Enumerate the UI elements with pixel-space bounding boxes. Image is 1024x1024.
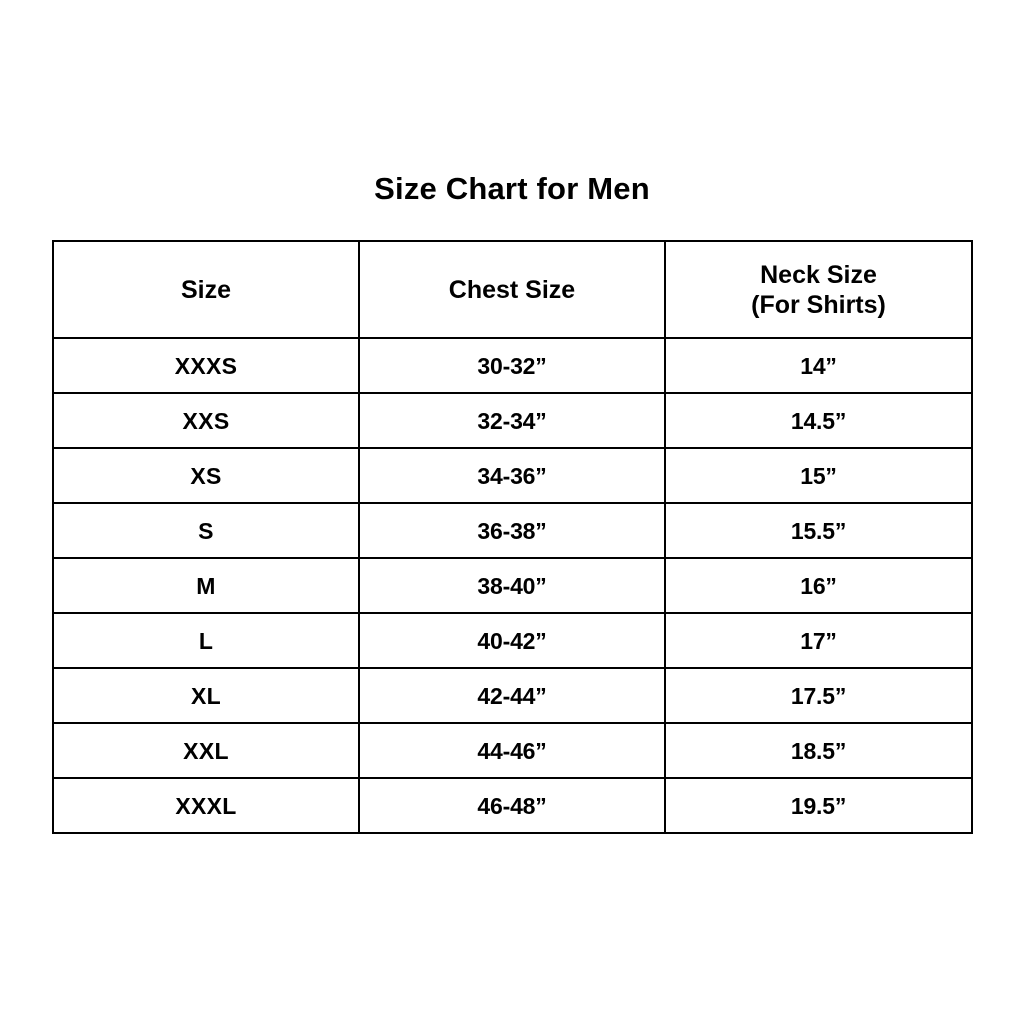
column-header-chest-size: Chest Size (358, 240, 666, 339)
cell-size: L (52, 612, 360, 669)
table-row: XL 42-44” 17.5” (52, 667, 973, 724)
cell-neck-size: 14” (664, 337, 973, 394)
table-header-row: Size Chest Size Neck Size (For Shirts) (52, 240, 973, 339)
cell-chest-size: 34-36” (358, 447, 666, 504)
cell-neck-size: 19.5” (664, 777, 973, 834)
cell-chest-size: 30-32” (358, 337, 666, 394)
column-header-neck-size-sublabel: (For Shirts) (751, 290, 886, 319)
table-row: L 40-42” 17” (52, 612, 973, 669)
cell-chest-size: 38-40” (358, 557, 666, 614)
table-header: Size Chest Size Neck Size (For Shirts) (52, 240, 973, 339)
cell-chest-size: 36-38” (358, 502, 666, 559)
table-row: XXXS 30-32” 14” (52, 337, 973, 394)
cell-size: XXL (52, 722, 360, 779)
cell-chest-size: 32-34” (358, 392, 666, 449)
cell-chest-size: 40-42” (358, 612, 666, 669)
table-row: XS 34-36” 15” (52, 447, 973, 504)
column-header-neck-size: Neck Size (For Shirts) (664, 240, 973, 339)
cell-neck-size: 16” (664, 557, 973, 614)
cell-neck-size: 17” (664, 612, 973, 669)
cell-chest-size: 46-48” (358, 777, 666, 834)
size-chart-table: Size Chest Size Neck Size (For Shirts) X… (52, 240, 973, 834)
column-header-neck-size-label: Neck Size (760, 260, 877, 289)
cell-size: M (52, 557, 360, 614)
cell-neck-size: 18.5” (664, 722, 973, 779)
cell-size: XS (52, 447, 360, 504)
cell-chest-size: 42-44” (358, 667, 666, 724)
cell-neck-size: 17.5” (664, 667, 973, 724)
table-row: XXS 32-34” 14.5” (52, 392, 973, 449)
column-header-size-label: Size (180, 275, 232, 304)
cell-size: S (52, 502, 360, 559)
table-row: S 36-38” 15.5” (52, 502, 973, 559)
cell-size: XXS (52, 392, 360, 449)
cell-size: XXXL (52, 777, 360, 834)
table-body: XXXS 30-32” 14” XXS 32-34” 14.5” XS 34-3… (52, 337, 973, 834)
cell-neck-size: 14.5” (664, 392, 973, 449)
column-header-size: Size (52, 240, 360, 339)
table-row: M 38-40” 16” (52, 557, 973, 614)
cell-size: XL (52, 667, 360, 724)
table-row: XXXL 46-48” 19.5” (52, 777, 973, 834)
column-header-chest-size-label: Chest Size (448, 275, 576, 304)
table-row: XXL 44-46” 18.5” (52, 722, 973, 779)
cell-neck-size: 15.5” (664, 502, 973, 559)
size-table-container: Size Chest Size Neck Size (For Shirts) X… (52, 240, 973, 834)
cell-neck-size: 15” (664, 447, 973, 504)
cell-size: XXXS (52, 337, 360, 394)
page-title: Size Chart for Men (374, 171, 650, 206)
cell-chest-size: 44-46” (358, 722, 666, 779)
